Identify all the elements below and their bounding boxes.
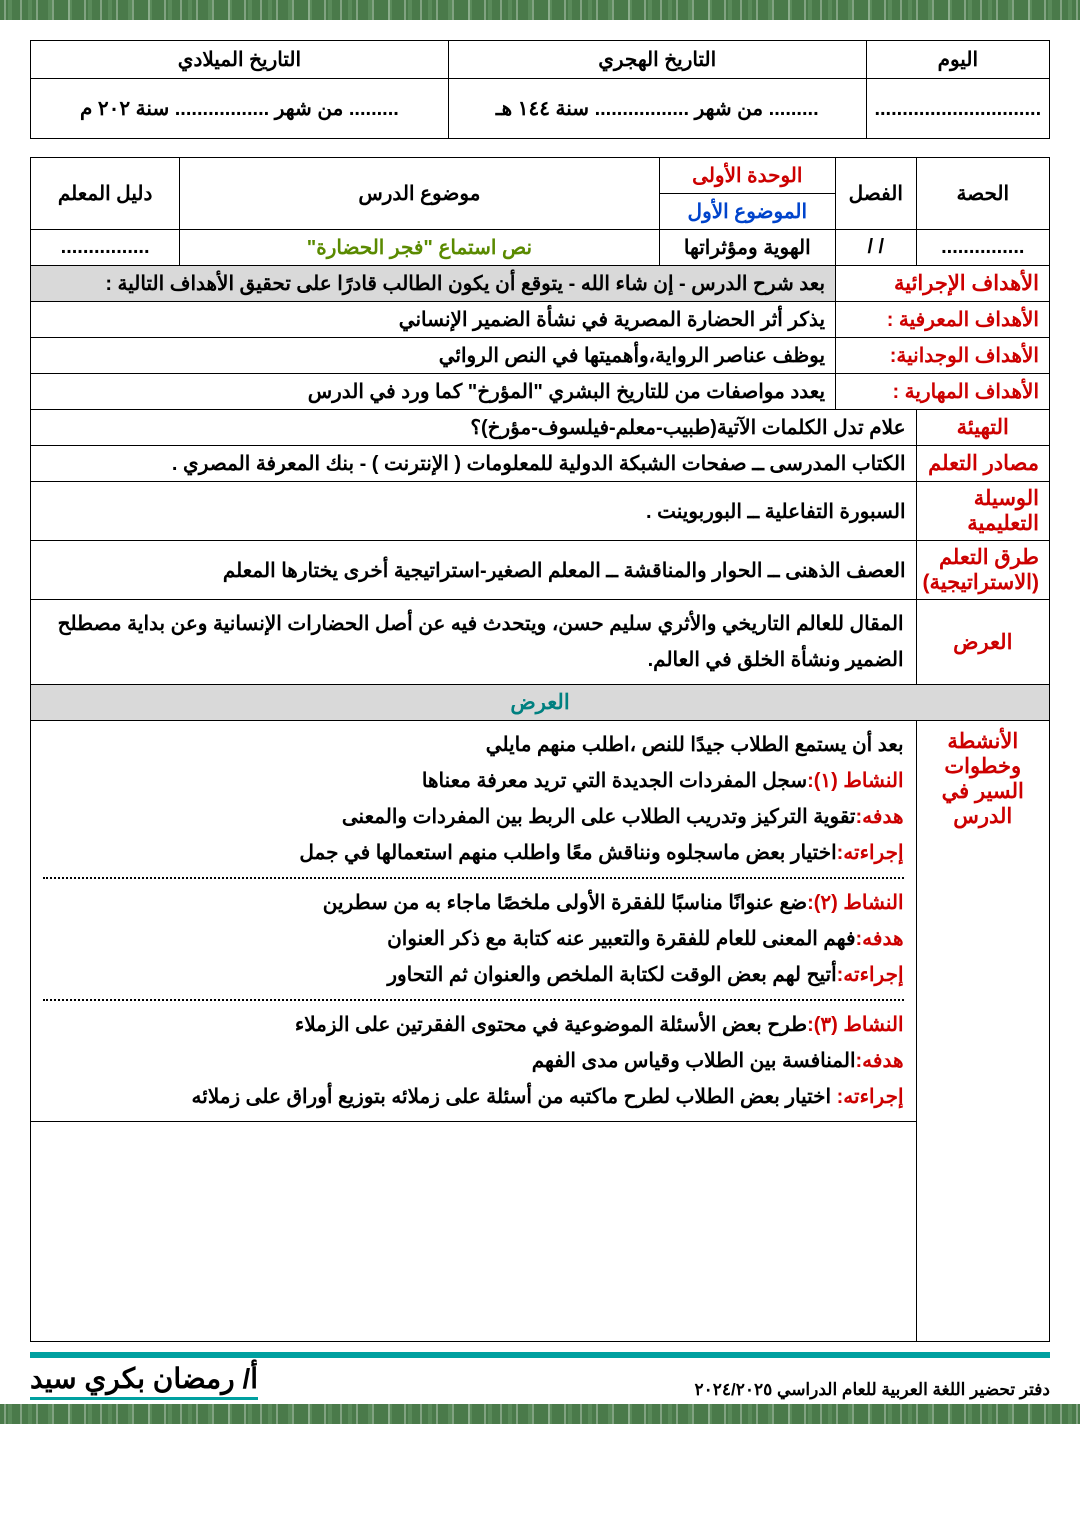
top-border	[0, 0, 1080, 20]
hijri-value: ......... من شهر ................. سنة ١…	[448, 79, 866, 139]
goals-intro: بعد شرح الدرس - إن شاء الله - يتوقع أن ي…	[31, 266, 836, 302]
presentation-label: العرض	[916, 600, 1049, 685]
divider	[43, 999, 904, 1001]
activity-3-goal: هدفه:المنافسة بين الطلاب وقياس مدى الفهم	[43, 1043, 904, 1079]
sources-label: مصادر التعلم	[916, 446, 1049, 482]
activities-label: الأنشطة وخطوات السير في الدرس	[916, 721, 1049, 1342]
footer: دفتر تحضير اللغة العربية للعام الدراسي ٢…	[0, 1362, 1080, 1404]
footer-caption: دفتر تحضير اللغة العربية للعام الدراسي ٢…	[695, 1380, 1050, 1400]
lesson-table: الحصة الفصل الوحدة الأولى موضوع الدرس دل…	[30, 157, 1050, 1342]
page-content: اليوم التاريخ الهجري التاريخ الميلادي ..…	[0, 20, 1080, 1352]
hijri-header: التاريخ الهجري	[448, 41, 866, 79]
fasl-value: / /	[836, 230, 916, 266]
activity-3-proc: إجراءته: اختيار بعض الطلاب لطرح ماكتبه م…	[43, 1079, 904, 1115]
g1-label: الأهداف المعرفية :	[836, 302, 1050, 338]
day-header: اليوم	[866, 41, 1049, 79]
activity-1: النشاط (١):سجل المفردات الجديدة التي تري…	[43, 763, 904, 799]
methods-text: العصف الذهنى ــ الحوار والمناقشة ــ المع…	[31, 541, 917, 600]
activity-2-goal: هدفه:فهم المعنى للعام للفقرة والتعبير عن…	[43, 921, 904, 957]
unit-label: الوحدة الأولى	[659, 158, 835, 194]
tool-text: السبورة التفاعلية ــ البوربوينت .	[31, 482, 917, 541]
goals-label: الأهداف الإجرائية	[836, 266, 1050, 302]
bottom-border	[0, 1404, 1080, 1424]
prep-text: علام تدل الكلمات الآتية(طبيب-معلم-فيلسوف…	[31, 410, 917, 446]
activity-2-proc: إجراءته:أتيح لهم بعض الوقت لكتابة الملخص…	[43, 957, 904, 993]
topic-header: موضوع الدرس	[180, 158, 659, 230]
guide-value: ................	[31, 230, 180, 266]
activity-1-proc: إجراءته:اختيار بعض ماسجلوه ونناقش معًا و…	[43, 835, 904, 871]
lesson-title: نص استماع "فجر الحضارة"	[180, 230, 659, 266]
g2-label: الأهداف الوجدانية:	[836, 338, 1050, 374]
blank-area	[31, 1122, 917, 1342]
presentation-text: المقال للعالم التاريخي والأثري سليم حسن،…	[31, 600, 917, 685]
g2-text: يوظف عناصر الرواية،وأهميتها في النص الرو…	[31, 338, 836, 374]
hessa-value: ...............	[916, 230, 1049, 266]
sources-text: الكتاب المدرسى ــ صفحات الشبكة الدولية ل…	[31, 446, 917, 482]
presentation-subheader: العرض	[31, 685, 1050, 721]
subject-label: الموضوع الأول	[659, 194, 835, 230]
activities-body: بعد أن يستمع الطلاب جيدًا للنص ،اطلب منه…	[31, 721, 917, 1122]
miladi-header: التاريخ الميلادي	[31, 41, 449, 79]
methods-label: طرق التعلم (الاستراتيجية)	[916, 541, 1049, 600]
fasl-label: الفصل	[836, 158, 916, 230]
teacher-name: أ/ رمضان بكري سيد	[30, 1362, 258, 1400]
g1-text: يذكر أثر الحضارة المصرية في نشأة الضمير …	[31, 302, 836, 338]
activity-2: النشاط (٢):ضع عنوانًا مناسبًا للفقرة الأ…	[43, 885, 904, 921]
guide-label: دليل المعلم	[31, 158, 180, 230]
footer-bar	[30, 1352, 1050, 1358]
activity-3: النشاط (٣):طرح بعض الأسئلة الموضوعية في …	[43, 1007, 904, 1043]
prep-label: التهيئة	[916, 410, 1049, 446]
g3-label: الأهداف المهارية :	[836, 374, 1050, 410]
miladi-value: ......... من شهر ................. سنة ٢…	[31, 79, 449, 139]
activity-1-goal: هدفه:تقوية التركيز وتدريب الطلاب على الر…	[43, 799, 904, 835]
tool-label: الوسيلة التعليمية	[916, 482, 1049, 541]
date-table: اليوم التاريخ الهجري التاريخ الميلادي ..…	[30, 40, 1050, 139]
divider	[43, 877, 904, 879]
g3-text: يعدد مواصفات من للتاريخ البشري "المؤرخ" …	[31, 374, 836, 410]
day-value: ..............................	[866, 79, 1049, 139]
activities-intro: بعد أن يستمع الطلاب جيدًا للنص ،اطلب منه…	[43, 727, 904, 763]
hessa-label: الحصة	[916, 158, 1049, 230]
identity-cell: الهوية ومؤثراتها	[659, 230, 835, 266]
